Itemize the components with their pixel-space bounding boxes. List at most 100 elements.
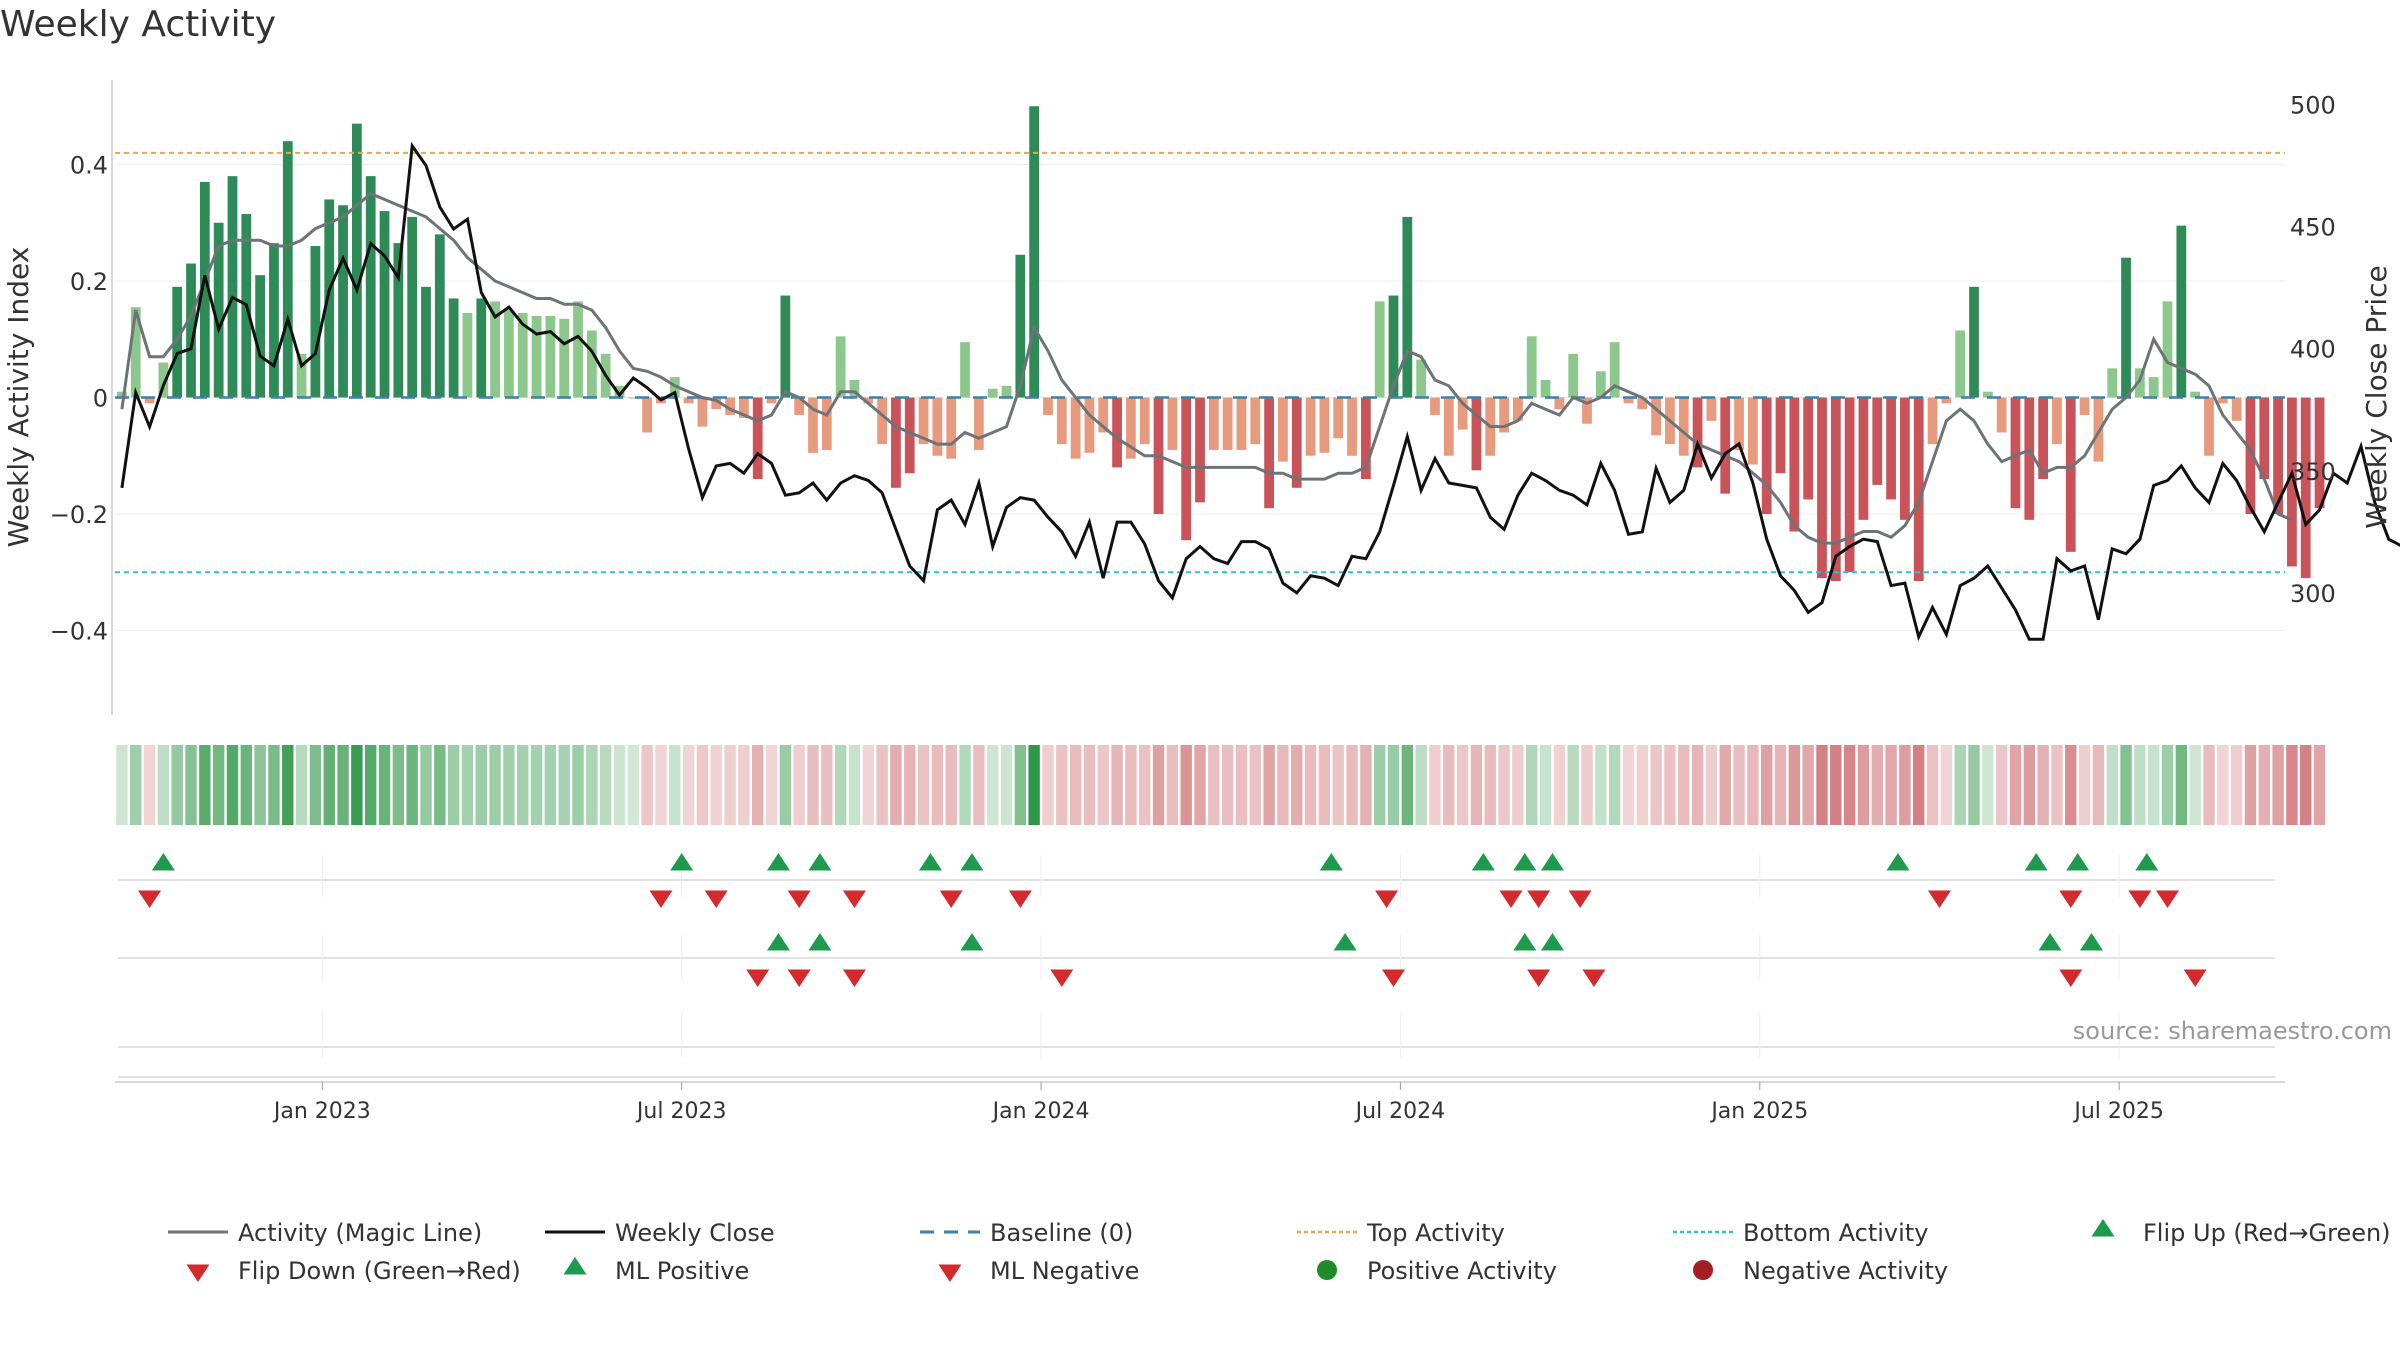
heat-cell — [1249, 745, 1261, 825]
activity-bar — [877, 397, 887, 445]
activity-bar — [1333, 397, 1344, 439]
activity-bar — [1291, 397, 1302, 488]
activity-bar — [1029, 106, 1040, 398]
heat-cell — [1871, 745, 1883, 825]
heat-cell — [1553, 745, 1566, 825]
heat-cell — [599, 745, 612, 825]
activity-bar — [1250, 397, 1261, 445]
heat-cell — [738, 745, 750, 825]
activity-bar — [324, 199, 335, 398]
activity-bar — [199, 181, 210, 398]
legend-label: Positive Activity — [1367, 1257, 1557, 1285]
flip-down-marker — [1568, 890, 1592, 908]
activity-bar — [227, 176, 238, 398]
activity-bar — [2010, 397, 2021, 509]
activity-bar — [1692, 397, 1703, 468]
heat-cell — [171, 745, 183, 825]
activity-bar — [1623, 397, 1634, 404]
activity-bar — [1430, 397, 1440, 415]
activity-bar — [1374, 301, 1385, 398]
activity-bar — [2162, 301, 2173, 398]
legend-swatch-circle — [1317, 1260, 1337, 1280]
flip-down-marker — [2128, 890, 2152, 908]
heat-cell — [1000, 745, 1013, 825]
heat-cell — [834, 745, 847, 825]
flip-up-marker — [2024, 853, 2048, 871]
heat-cell — [807, 745, 819, 825]
activity-bar — [1443, 397, 1454, 456]
activity-bar — [2259, 397, 2270, 480]
heat-cell — [2065, 745, 2077, 825]
activity-bar — [2079, 397, 2090, 415]
heat-cell — [682, 745, 695, 825]
legend-label: Flip Up (Red→Green) — [2143, 1219, 2391, 1247]
heat-cell — [586, 745, 598, 825]
activity-bar — [1001, 385, 1012, 398]
heat-cell — [904, 745, 916, 825]
heat-cell — [282, 745, 294, 825]
activity-bar — [1582, 397, 1592, 424]
heat-cell — [517, 745, 529, 825]
activity-bar — [158, 362, 169, 398]
heat-cell — [461, 745, 474, 825]
heat-cell — [1526, 745, 1538, 825]
activity-bar — [269, 243, 279, 398]
heat-cell — [1857, 745, 1870, 825]
heat-cell — [1678, 745, 1690, 825]
ml-positive-marker — [1513, 933, 1537, 951]
heat-cell — [2120, 745, 2132, 825]
flip-up-marker — [918, 853, 942, 871]
heat-cell — [945, 745, 957, 825]
legend-swatch-up-triangle — [2091, 1219, 2115, 1237]
signal-marker-rows — [118, 853, 2275, 1078]
heat-cell — [2203, 745, 2215, 825]
heat-cell — [765, 745, 778, 825]
heat-cell — [876, 745, 888, 825]
activity-bar — [1167, 397, 1178, 450]
activity-bar — [282, 141, 293, 398]
heat-cell — [1788, 745, 1801, 825]
heat-cell — [420, 745, 432, 825]
heat-cell — [1083, 745, 1096, 825]
activity-bar — [1844, 397, 1855, 573]
heat-cell — [143, 745, 156, 825]
activity-bars — [117, 106, 2325, 582]
heat-cell — [2134, 745, 2146, 825]
activity-bar — [1900, 397, 1910, 520]
heat-cell — [1277, 745, 1289, 825]
heat-cell — [2217, 745, 2229, 825]
heat-cell — [1360, 745, 1372, 825]
y-axis-left-label: Weekly Activity Index — [2, 247, 35, 548]
activity-bar — [117, 391, 127, 398]
heat-cell — [931, 745, 944, 825]
legend-label: ML Positive — [615, 1257, 749, 1285]
series-lines — [120, 141, 2400, 642]
activity-bar — [421, 286, 431, 398]
heat-cell — [1940, 745, 1953, 825]
heat-cell — [2189, 745, 2201, 825]
flip-down-marker — [787, 890, 811, 908]
activity-bar — [1402, 216, 1413, 398]
legend-label: Activity (Magic Line) — [238, 1219, 482, 1247]
heat-cell — [1125, 745, 1137, 825]
heat-cell — [1194, 745, 1206, 825]
heat-cell — [1802, 745, 1814, 825]
reference-lines — [115, 151, 2285, 574]
activity-bar — [559, 318, 570, 398]
activity-bar — [642, 397, 653, 433]
activity-bar — [213, 222, 224, 398]
heat-cell — [268, 745, 280, 825]
activity-bar — [1499, 397, 1509, 433]
activity-bar — [2121, 257, 2131, 398]
flip-up-marker — [670, 853, 694, 871]
heat-cell — [1636, 745, 1648, 825]
heat-cell — [821, 745, 833, 825]
activity-bar — [1761, 397, 1772, 515]
heat-cell — [917, 745, 930, 825]
heat-cell — [1498, 745, 1510, 825]
heat-cell — [226, 745, 239, 825]
heat-cell — [351, 745, 363, 825]
activity-bar — [1941, 397, 1952, 404]
activity-bar — [130, 307, 141, 398]
heat-cell — [254, 745, 266, 825]
